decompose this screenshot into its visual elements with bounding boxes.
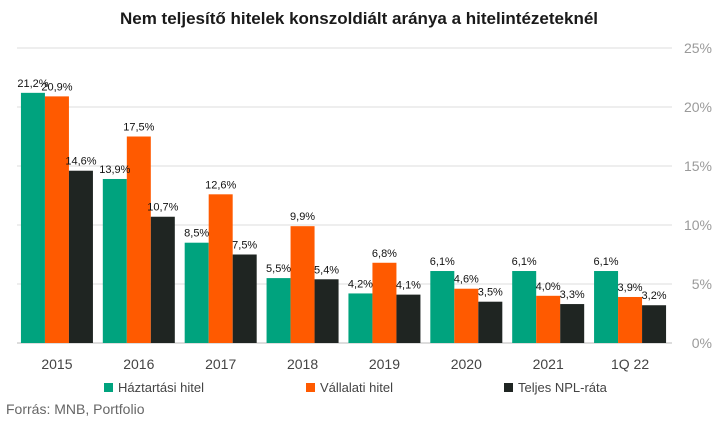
data-labels: 21,2%20,9% 14,6%13,9% 17,5% 10,7% 8,5% 12,6% 7… [17, 78, 666, 302]
data-label: 9,9% [290, 211, 315, 223]
data-label: 4,6% [454, 274, 479, 286]
bar [348, 293, 373, 343]
y-tick-label: 0% [692, 335, 712, 351]
bar [454, 288, 479, 343]
bar [430, 271, 455, 343]
x-tick-label: 2015 [41, 356, 72, 372]
y-tick-label: 15% [684, 158, 712, 174]
bar [512, 271, 537, 343]
bar [102, 178, 127, 343]
legend-label: Vállalati hitel [320, 380, 393, 395]
source-note: Forrás: MNB, Portfolio [6, 401, 145, 417]
legend-swatch [104, 383, 113, 392]
data-label: 8,5% [184, 228, 209, 240]
data-label: 4,2% [348, 278, 373, 290]
data-label: 21,2% [17, 78, 48, 90]
bar [20, 92, 45, 343]
bar [44, 96, 69, 343]
x-tick-label: 1Q 22 [611, 356, 649, 372]
data-label: 6,1% [594, 256, 619, 268]
bar [396, 294, 421, 343]
y-axis: 0% 5% 10% 15% 20% 25% [684, 40, 712, 351]
data-label: 5,5% [266, 263, 291, 275]
bar [208, 194, 233, 343]
x-tick-label: 2021 [533, 356, 564, 372]
legend-label: Teljes NPL-ráta [518, 380, 608, 395]
legend-swatch [306, 383, 315, 392]
bar [150, 216, 175, 343]
y-tick-label: 10% [684, 217, 712, 233]
bar [68, 170, 93, 343]
data-label: 3,3% [560, 289, 585, 301]
data-label: 5,4% [314, 264, 339, 276]
data-label: 3,9% [618, 282, 643, 294]
data-label: 3,5% [478, 287, 503, 299]
bar [314, 279, 339, 343]
x-tick-label: 2017 [205, 356, 236, 372]
data-label: 4,0% [536, 281, 561, 293]
x-tick-label: 2020 [451, 356, 482, 372]
data-label: 12,6% [205, 179, 236, 191]
bar [478, 301, 503, 343]
bar [372, 262, 397, 343]
bar [642, 305, 667, 343]
chart-title: Nem teljesítő hitelek konszoldiált arány… [120, 9, 598, 28]
data-label: 6,1% [430, 256, 455, 268]
bar [618, 296, 643, 343]
bar [594, 271, 619, 343]
data-label: 6,1% [512, 256, 537, 268]
x-axis: 2015 2016 2017 2018 2019 2020 2021 1Q 22 [41, 356, 649, 372]
x-tick-label: 2019 [369, 356, 400, 372]
legend: Háztartási hitel Vállalati hitel Teljes NP… [104, 380, 608, 395]
legend-label: Háztartási hitel [118, 380, 204, 395]
y-tick-label: 25% [684, 40, 712, 56]
bar [232, 254, 257, 343]
data-label: 4,1% [396, 280, 421, 292]
bars [20, 92, 667, 343]
legend-swatch [504, 383, 513, 392]
bar [126, 136, 151, 343]
y-tick-label: 5% [692, 276, 712, 292]
data-label: 10,7% [147, 202, 178, 214]
y-tick-label: 20% [684, 99, 712, 115]
bar [536, 295, 561, 343]
data-label: 6,8% [372, 248, 397, 260]
data-label: 17,5% [123, 122, 154, 134]
x-tick-label: 2016 [123, 356, 154, 372]
bar [290, 226, 315, 343]
bar [184, 242, 209, 343]
bar [266, 278, 291, 343]
data-label: 13,9% [99, 164, 130, 176]
bar [560, 304, 585, 343]
x-tick-label: 2018 [287, 356, 318, 372]
data-label: 7,5% [232, 240, 257, 252]
data-label: 3,2% [642, 290, 667, 302]
data-label: 20,9% [41, 81, 72, 93]
data-label: 14,6% [65, 156, 96, 168]
